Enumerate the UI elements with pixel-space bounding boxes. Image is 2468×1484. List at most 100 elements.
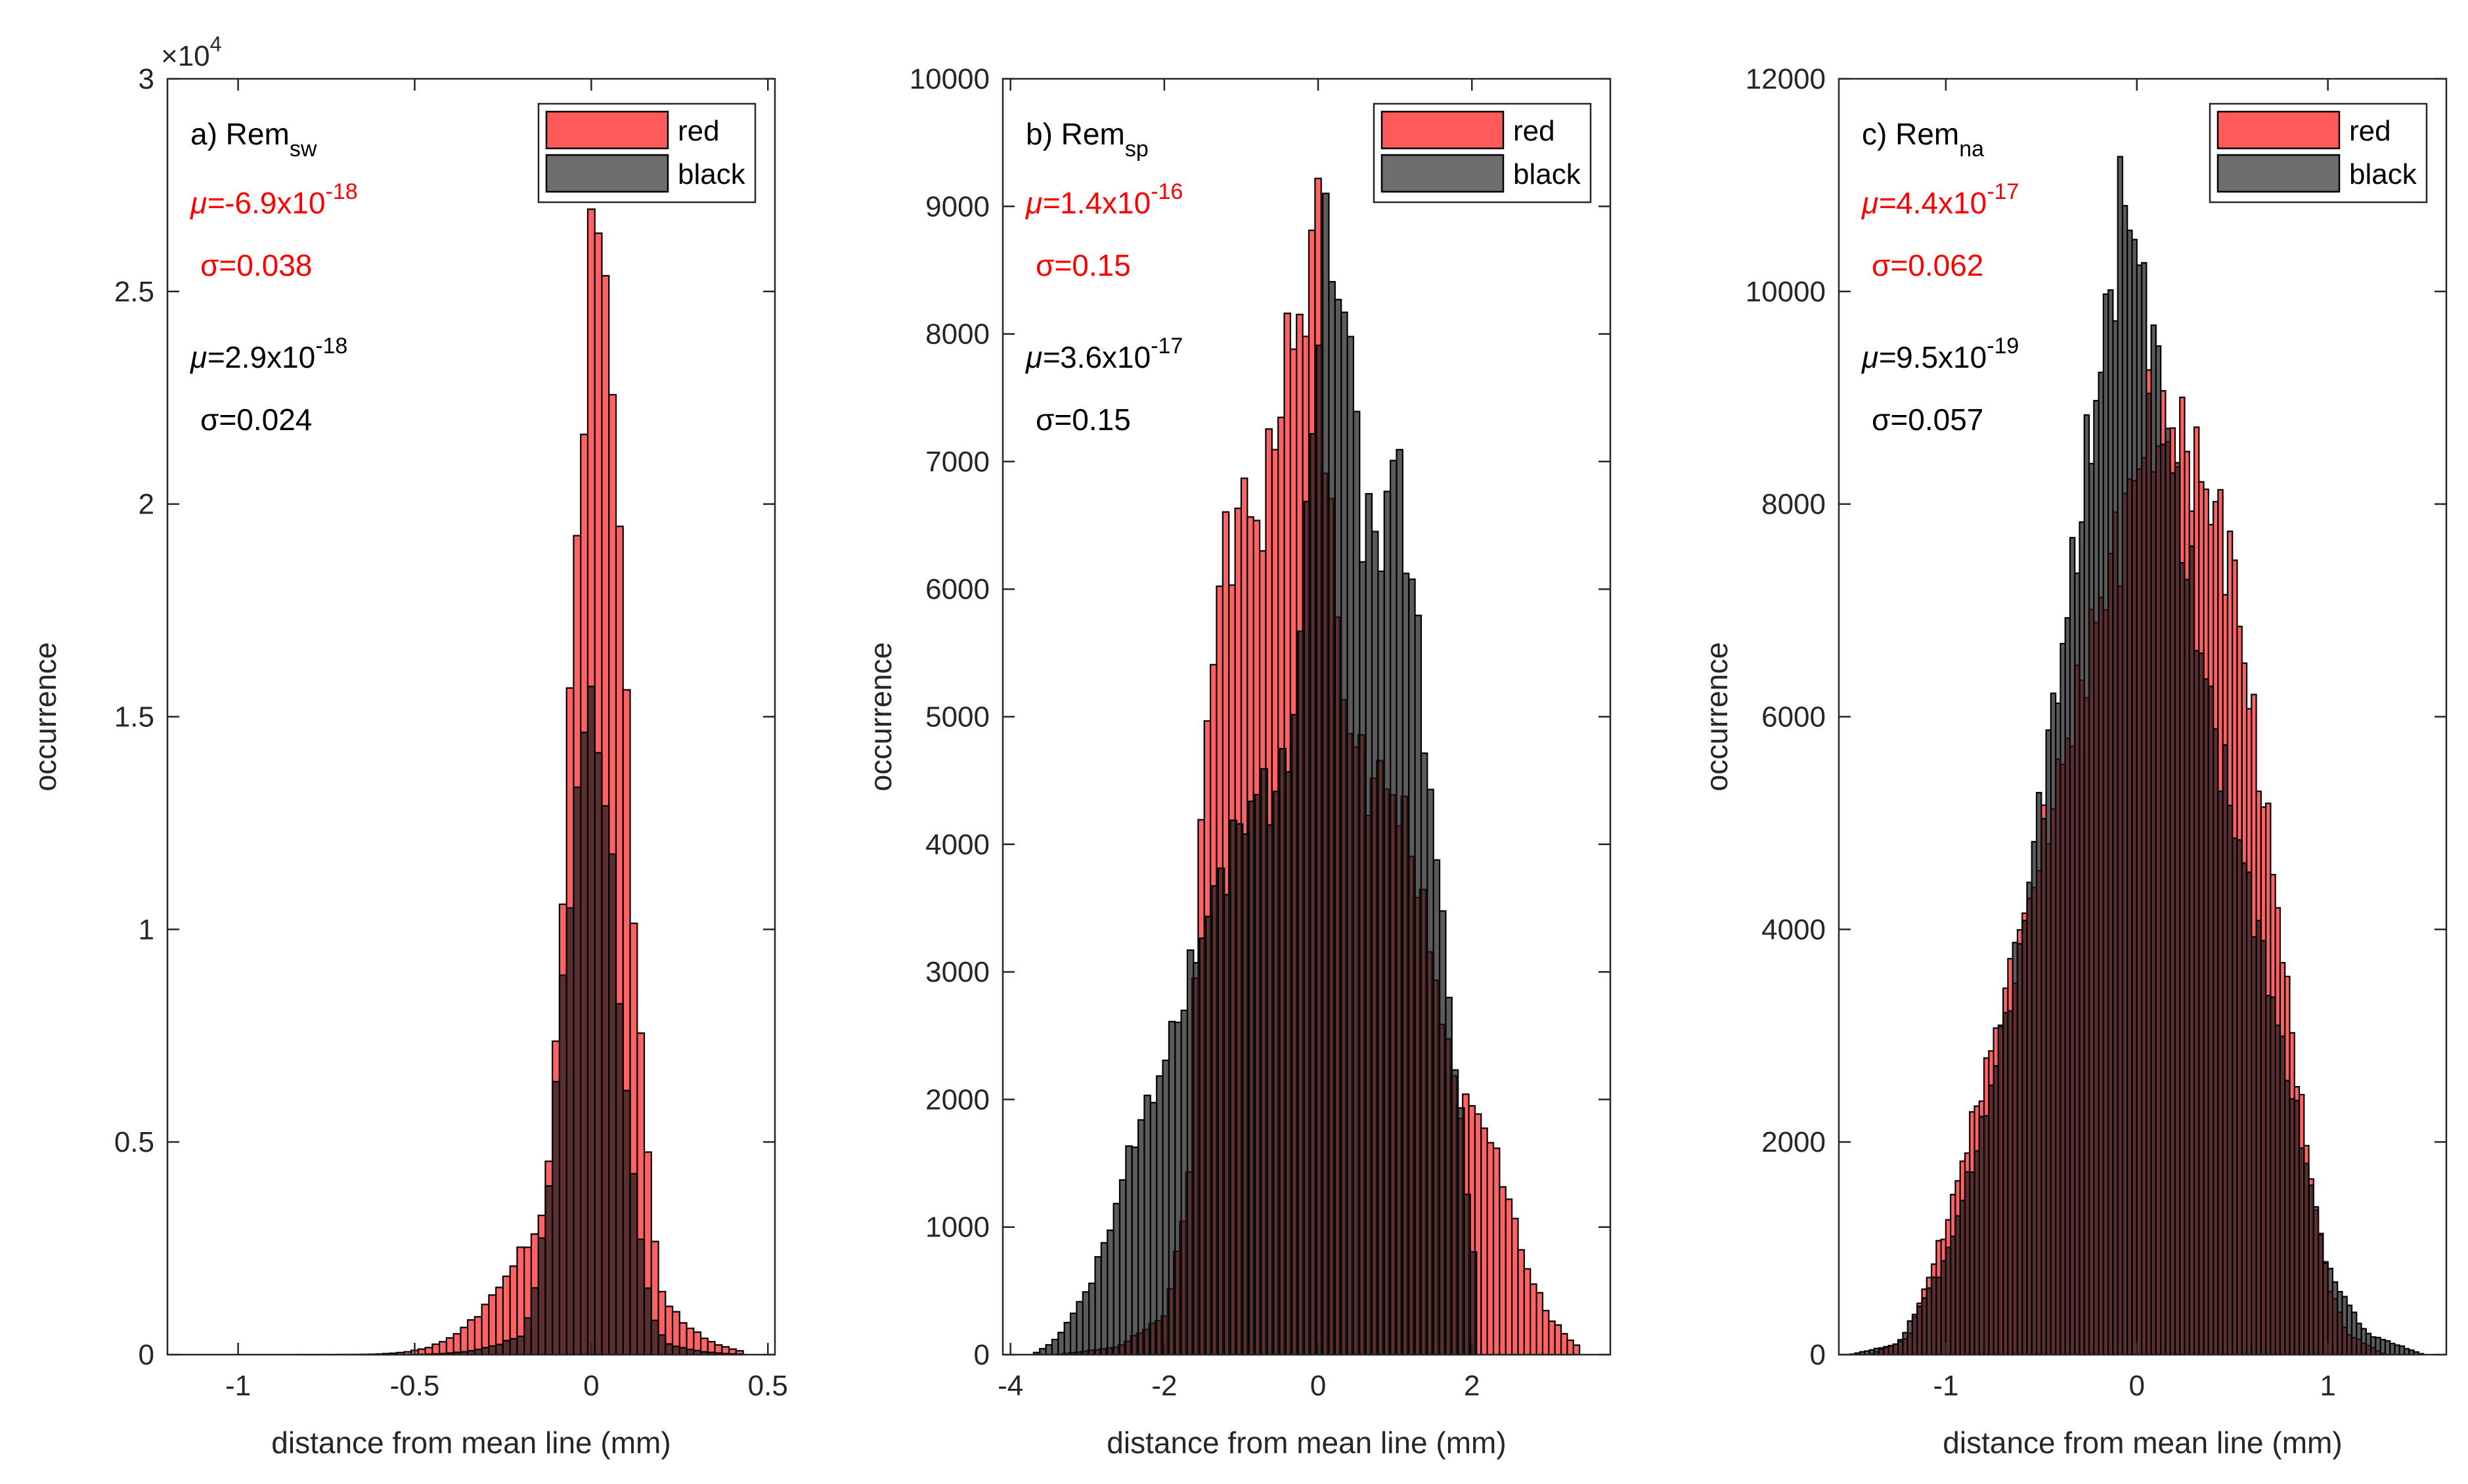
- panel-c: -1 0 1 0 2000 4000 6000 8000 10000 12000 distance …: [1700, 63, 2448, 1460]
- histogram-bar-black: [1969, 1171, 1975, 1356]
- histogram-bar-black: [565, 907, 575, 1356]
- histogram-bar-black: [1143, 1095, 1151, 1356]
- histogram-bar-red: [467, 1319, 475, 1356]
- y-tick-label: 6000: [1761, 701, 1826, 733]
- histogram-bar-black: [537, 1237, 546, 1356]
- histogram-bar-black: [1377, 570, 1385, 1356]
- y-tick-label: 2000: [925, 1083, 990, 1116]
- mu-mantissa: 9.5x10: [1896, 340, 1987, 374]
- histogram-bar-black: [594, 752, 603, 1356]
- mu-prefix: μ=: [1025, 340, 1060, 374]
- mu-power: -19: [1987, 334, 2019, 359]
- histogram-bar-black: [2327, 1267, 2334, 1356]
- mu-prefix: μ=: [1861, 186, 1896, 220]
- histogram-bar-black: [1902, 1332, 1908, 1356]
- histogram-bar-red: [1505, 1198, 1513, 1356]
- histogram-bar-black: [2207, 686, 2215, 1356]
- histogram-bar-black: [2160, 443, 2167, 1356]
- histogram-bar-red: [460, 1326, 469, 1356]
- histogram-bar-black: [1156, 1075, 1164, 1356]
- histogram-bar-black: [2375, 1336, 2381, 1356]
- legend-swatch-black: [1380, 154, 1505, 193]
- mu-power: -17: [1987, 179, 2019, 204]
- series-black-bars: [1032, 192, 1478, 1356]
- histogram-bar-black: [1451, 1069, 1459, 1356]
- mu-power: -18: [315, 334, 347, 359]
- y-tick-label: 4000: [1761, 913, 1826, 946]
- legend-label-black: black: [2349, 158, 2417, 190]
- histogram-bar-black: [1279, 748, 1287, 1356]
- histogram-bar-red: [1530, 1283, 1537, 1356]
- histogram-bar-black: [1463, 1193, 1472, 1356]
- y-tick-label: 7000: [925, 446, 990, 478]
- histogram-bar-black: [2112, 320, 2119, 1356]
- histogram-bar-black: [2232, 837, 2238, 1356]
- histogram-bar-black: [1057, 1332, 1065, 1356]
- histogram-bar-black: [502, 1340, 511, 1356]
- histogram-bar-black: [629, 1173, 638, 1356]
- histogram-bar-black: [1352, 410, 1361, 1356]
- stat-mu-black: μ=9.5x10-19: [1861, 334, 2019, 374]
- mu-mantissa: 1.4x10: [1060, 186, 1151, 220]
- x-tick-label: 0.5: [748, 1370, 788, 1402]
- stat-sigma-red: σ=0.062: [1872, 248, 1983, 282]
- histogram-bar-black: [1162, 1059, 1170, 1356]
- histogram-bar-black: [1211, 885, 1219, 1356]
- histogram-bar-black: [622, 1089, 631, 1356]
- legend: red black: [1373, 102, 1592, 204]
- x-axis-label: distance from mean line (mm): [1107, 1426, 1506, 1460]
- histogram-bar-black: [1396, 448, 1403, 1356]
- histogram-bar-black: [1039, 1347, 1047, 1356]
- legend-label-red: red: [1513, 115, 1555, 147]
- histogram-bar-black: [1359, 561, 1367, 1356]
- y-axis-label: occurrence: [1700, 642, 1734, 792]
- stat-sigma-black: σ=0.024: [200, 403, 312, 437]
- panel-a: -1 -0.5 0 0.5 0 0.5 1 1.5 2 2.5 3×104 distance from…: [28, 32, 788, 1460]
- mu-prefix: μ=: [190, 340, 225, 374]
- histogram-bar-black: [1297, 630, 1306, 1356]
- y-tick-label: 1000: [925, 1211, 990, 1244]
- histogram-bar-red: [1511, 1217, 1519, 1356]
- histogram-bar-black: [2398, 1345, 2406, 1356]
- histogram-bar-black: [516, 1336, 525, 1356]
- y-tick-label: 10000: [910, 63, 990, 95]
- x-tick-label: -2: [1151, 1370, 1177, 1402]
- histogram-bar-black: [1100, 1242, 1109, 1356]
- x-tick-label: -4: [998, 1370, 1023, 1402]
- histogram-bar-black: [1045, 1344, 1053, 1356]
- histogram-bar-red: [1486, 1142, 1495, 1356]
- stat-sigma-black: σ=0.057: [1872, 403, 1983, 437]
- histogram-bar-black: [1242, 833, 1250, 1356]
- panel-title-subscript: sp: [1125, 137, 1149, 162]
- mu-mantissa: 3.6x10: [1060, 340, 1151, 374]
- histogram-bar-red: [1480, 1127, 1488, 1356]
- histogram-bar-black: [1445, 996, 1453, 1356]
- x-axis-label: distance from mean line (mm): [1943, 1426, 2342, 1460]
- histogram-bar-black: [608, 853, 617, 1356]
- histogram-bar-black: [2016, 943, 2023, 1356]
- histogram-bar-black: [586, 686, 596, 1356]
- mu-power: -16: [1151, 179, 1183, 204]
- histogram-bar-black: [601, 805, 610, 1356]
- stat-sigma-red: σ=0.038: [200, 248, 312, 282]
- histogram-bar-black: [1340, 311, 1348, 1356]
- legend-swatch-black: [2216, 154, 2341, 193]
- histogram-bar-black: [1371, 531, 1379, 1356]
- histogram-bar-red: [1499, 1186, 1507, 1356]
- panel-title: c) Remna: [1862, 117, 1984, 162]
- y-tick-label: 0: [139, 1339, 154, 1371]
- histogram-bar-red: [1492, 1147, 1501, 1356]
- histogram-bar-black: [1469, 1251, 1478, 1356]
- x-tick-label: 0: [583, 1370, 599, 1402]
- legend-label-red: red: [678, 115, 720, 147]
- histogram-bar-red: [1523, 1268, 1531, 1356]
- histogram-bar-red: [1560, 1333, 1568, 1356]
- histogram-bar-black: [1408, 578, 1416, 1356]
- histogram-bar-black: [671, 1345, 680, 1356]
- histogram-bar-black: [1878, 1347, 1885, 1356]
- y-axis-label: occurrence: [864, 642, 898, 792]
- histogram-bar-red: [1548, 1320, 1556, 1356]
- histogram-bar-red: [1535, 1292, 1544, 1356]
- panel-title: b) Remsp: [1026, 117, 1149, 162]
